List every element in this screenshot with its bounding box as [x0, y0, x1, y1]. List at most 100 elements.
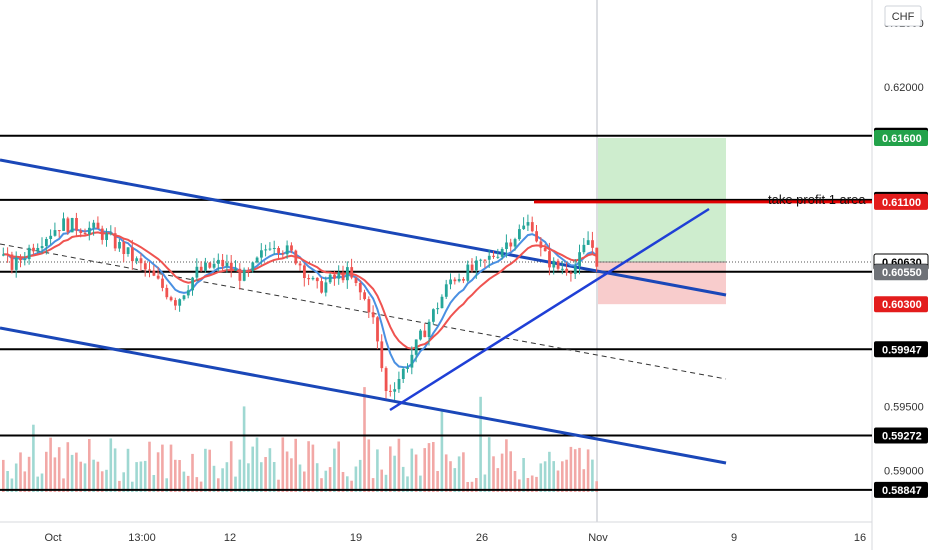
candle-body — [578, 252, 581, 267]
volume-bar — [324, 470, 328, 492]
candle-body — [182, 295, 186, 300]
candle-body — [505, 242, 508, 249]
candle-body — [354, 277, 358, 283]
volume-bar — [363, 387, 366, 492]
candle-body — [14, 257, 18, 270]
candle-body — [156, 275, 160, 279]
candle-body — [148, 269, 151, 271]
candle-body — [513, 239, 517, 247]
volume-bar — [518, 479, 521, 492]
candle-body — [45, 239, 48, 246]
candle-body — [573, 266, 577, 274]
volume-bar — [591, 459, 594, 492]
volume-bar — [333, 448, 336, 492]
candle-body — [212, 263, 216, 268]
candle-body — [277, 248, 280, 254]
volume-bar — [569, 446, 573, 492]
volume-bar — [303, 471, 306, 492]
ma-slow — [3, 231, 598, 350]
candle-body — [143, 263, 147, 270]
volume-bar — [307, 441, 310, 492]
candle-body — [453, 279, 457, 282]
volume-bar — [423, 448, 426, 492]
volume-bar — [92, 459, 95, 492]
candle-body — [83, 233, 87, 235]
candle-body — [462, 279, 465, 281]
support-trendline — [389, 207, 710, 412]
candle-body — [393, 389, 397, 392]
candle-body — [449, 279, 452, 285]
volume-bar — [492, 456, 495, 492]
volume-bar — [122, 472, 125, 492]
volume-bar — [2, 459, 5, 492]
candle-body — [556, 260, 560, 269]
volume-bar — [143, 460, 147, 492]
volume-bar — [156, 452, 160, 492]
candle-body — [414, 339, 418, 355]
price-label: 0.59947 — [882, 344, 922, 356]
volume-bar — [470, 481, 474, 492]
candle-body — [479, 259, 483, 261]
candle-body — [40, 246, 44, 249]
volume-bar — [53, 457, 57, 492]
candle-body — [290, 245, 293, 251]
currency-badge[interactable] — [884, 5, 922, 27]
volume-bar — [346, 476, 349, 492]
candle-body — [470, 264, 474, 271]
candle-body — [457, 279, 461, 282]
volume-bar — [479, 396, 482, 492]
volume-bar — [152, 475, 156, 492]
candle-body — [96, 222, 100, 229]
volume-bar — [204, 448, 207, 492]
volume-bar — [457, 456, 461, 492]
candle-body — [595, 247, 599, 267]
volume-bar — [221, 468, 224, 492]
candle-body — [75, 218, 78, 231]
trend-lines — [0, 158, 727, 465]
candle-body — [281, 253, 285, 255]
price-label-badge — [874, 193, 928, 210]
candle-body — [62, 218, 65, 231]
volume-bar — [552, 461, 555, 492]
volume-bar — [539, 463, 543, 492]
volume-bar — [182, 471, 186, 492]
volume-bar — [148, 441, 151, 492]
volume-bar — [440, 411, 444, 492]
volume-bar — [380, 469, 383, 492]
candle-body — [109, 233, 113, 235]
take-profit-annotation: take profit 1 area — [768, 192, 866, 207]
candle-body — [367, 299, 371, 313]
volume-bar — [444, 454, 448, 492]
volume-bar — [419, 475, 422, 492]
candle-body — [126, 247, 130, 254]
volume-bar — [174, 459, 177, 492]
volume-bar — [264, 457, 267, 492]
time-tick: Oct — [44, 532, 61, 544]
candle-body — [19, 257, 22, 261]
volume-bar — [350, 480, 353, 492]
candle-body — [419, 330, 422, 340]
time-tick: 16 — [854, 532, 866, 544]
candle-body — [199, 266, 203, 271]
candle-body — [565, 268, 569, 273]
volume-bar — [19, 452, 22, 492]
candle-body — [32, 247, 35, 252]
volume-bar — [195, 477, 199, 492]
candle-body — [247, 269, 250, 271]
volume-bar — [367, 439, 371, 492]
candle-body — [440, 296, 444, 309]
candle-body — [161, 278, 164, 288]
volume-bar — [298, 464, 302, 492]
candle-body — [208, 262, 212, 268]
candle-body — [70, 218, 74, 233]
candle-body — [350, 267, 354, 278]
volume-bar — [242, 406, 246, 492]
time-tick: 13:00 — [128, 532, 156, 544]
volume-bar — [135, 462, 138, 492]
price-label-badge — [874, 481, 928, 498]
volume-bar — [376, 449, 379, 492]
volume-bar — [582, 469, 586, 492]
candle-body — [36, 248, 40, 252]
